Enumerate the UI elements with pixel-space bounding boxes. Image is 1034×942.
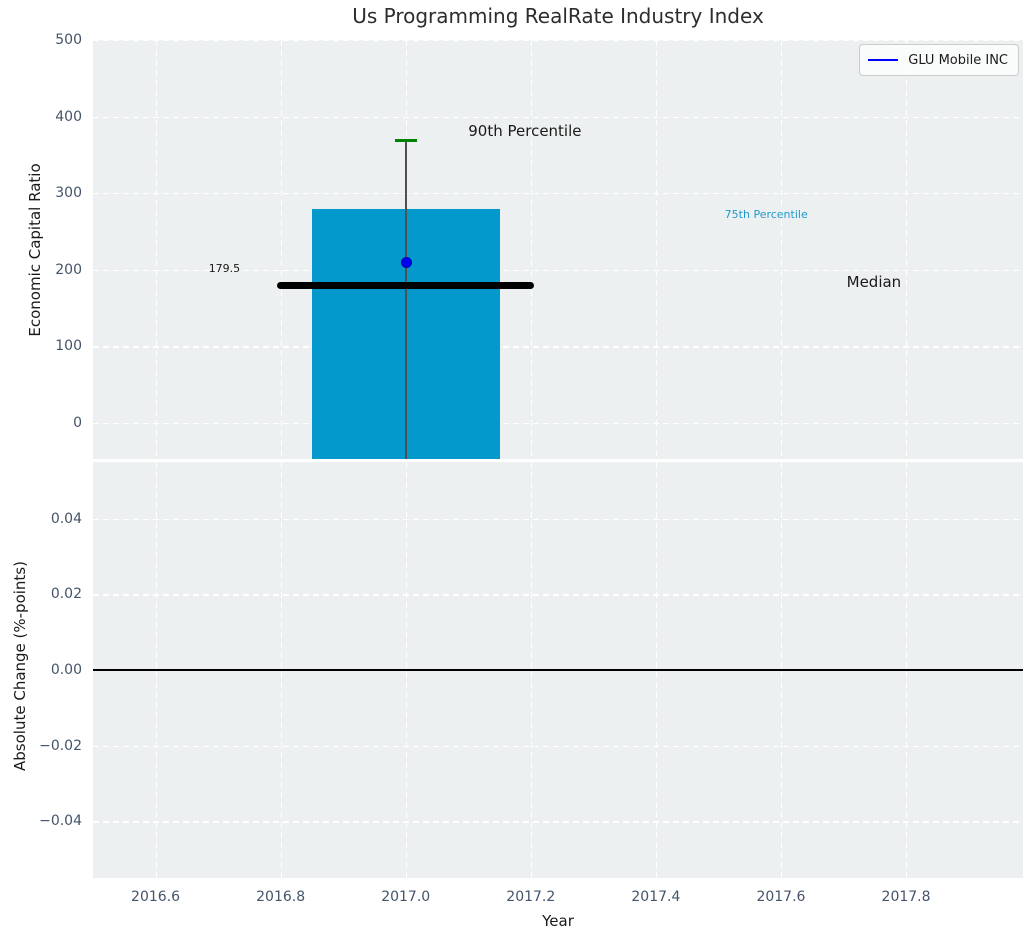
- y-tick-label-bottom: 0.02: [50, 586, 82, 603]
- y-tick-label-bottom: 0.04: [50, 510, 82, 527]
- y-tick-label-top: 400: [55, 108, 82, 125]
- gridline: [93, 821, 1023, 823]
- y-tick-label-top: 300: [55, 185, 82, 202]
- company-point-marker: [400, 257, 412, 269]
- median-line: [277, 281, 534, 290]
- gridline: [655, 40, 658, 459]
- gridline: [93, 745, 1023, 747]
- gridline: [93, 346, 1023, 348]
- y-tick-label-top: 200: [55, 261, 82, 278]
- y-tick-label-top: 0: [73, 414, 82, 431]
- gridline: [93, 518, 1023, 521]
- gridline: [906, 40, 908, 459]
- chart-title: Us Programming RealRate Industry Index: [352, 4, 764, 28]
- x-tick-label: 2017.4: [631, 889, 681, 905]
- legend: GLU Mobile INC: [859, 44, 1019, 76]
- gridline: [280, 40, 282, 459]
- median-annotation: Median: [846, 273, 902, 292]
- percentile-75-annotation: 75th Percentile: [724, 207, 808, 221]
- x-tick-label: 2017.6: [756, 889, 806, 905]
- percentile-90-cap: [394, 139, 417, 142]
- y-tick-label-bottom: −0.04: [39, 813, 82, 830]
- y-tick-label-top: 500: [55, 32, 82, 48]
- gridline: [780, 40, 783, 459]
- legend-line-icon: [868, 58, 899, 62]
- median-value-annotation: 179.5: [208, 261, 241, 275]
- zero-line: [93, 669, 1023, 671]
- x-tick-label: 2017.2: [506, 889, 556, 905]
- x-tick-label: 2016.6: [131, 889, 181, 905]
- x-tick-label: 2016.8: [256, 889, 306, 905]
- x-tick-label: 2017.0: [381, 889, 431, 905]
- whisker-line: [404, 140, 407, 459]
- top-axes-panel: [93, 40, 1023, 459]
- gridline: [93, 269, 1023, 272]
- gridline: [155, 40, 157, 459]
- gridline: [93, 40, 1023, 42]
- y-tick-label-top: 100: [55, 338, 82, 355]
- gridline: [93, 193, 1023, 195]
- x-tick-label: 2017.8: [881, 889, 931, 905]
- x-axis-label: Year: [542, 912, 574, 930]
- legend-label: GLU Mobile INC: [908, 52, 1008, 68]
- gridline: [530, 40, 533, 459]
- gridline: [93, 116, 1023, 118]
- gridline: [93, 422, 1023, 425]
- gridline: [93, 594, 1023, 596]
- y-tick-label-bottom: −0.02: [39, 737, 82, 754]
- y-tick-label-bottom: 0.00: [50, 662, 82, 678]
- percentile-90-annotation: 90th Percentile: [468, 121, 582, 140]
